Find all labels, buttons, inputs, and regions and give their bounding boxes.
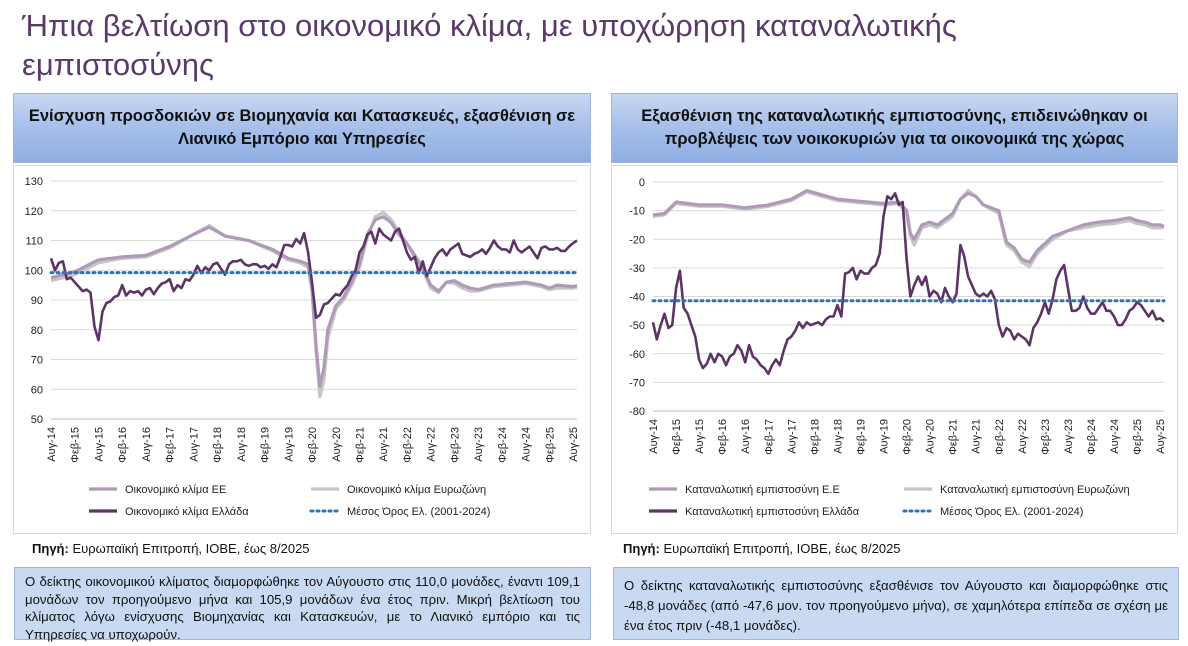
x-tick-label: Αυγ-17: [188, 427, 200, 462]
x-tick-label: Αυγ-18: [236, 427, 248, 462]
y-tick-label: 100: [25, 265, 43, 277]
consumer-confidence-chart-box: -80 -70 -60 -50 -40 -30 -20 -10 0 Αυγ-14 Φεβ-15 Αυγ…: [611, 165, 1178, 534]
x-tick-label: Αυγ-18: [832, 419, 844, 454]
legend-label-avg: Μέσος Όρος Ελ. (2001-2024): [940, 506, 1083, 518]
x-tick-label: Αυγ-23: [473, 427, 485, 462]
x-tick-label: Φεβ-16: [117, 427, 129, 463]
page-title: Ήπια βελτίωση στο οικονομικό κλίμα, με υ…: [22, 8, 957, 82]
x-tick-label: Φεβ-24: [1086, 419, 1098, 455]
right-source: Πηγή: Ευρωπαϊκή Επιτροπή, ΙΟΒΕ, έως 8/20…: [623, 541, 901, 556]
right-source-text: Ευρωπαϊκή Επιτροπή, ΙΟΒΕ, έως 8/2025: [659, 541, 901, 556]
y-tick-label: -40: [629, 292, 645, 304]
y-tick-label: 90: [31, 295, 43, 307]
y-tick-label: -50: [629, 320, 645, 332]
series-line-gr: [651, 192, 1165, 376]
x-tick-label: Φεβ-23: [449, 427, 461, 463]
left-note: Ο δείκτης οικονομικού κλίματος διαμορφώθ…: [14, 567, 591, 642]
x-tick-label: Φεβ-20: [902, 419, 914, 455]
left-source-text: Ευρωπαϊκή Επιτροπή, ΙΟΒΕ, έως 8/2025: [68, 541, 310, 556]
x-tick-label: Αυγ-15: [93, 427, 105, 462]
x-tick-label: Φεβ-23: [1040, 419, 1052, 455]
x-tick-label: Φεβ-20: [307, 427, 319, 463]
y-tick-label: -30: [629, 263, 645, 275]
economic-climate-chart: 50 60 70 80 90 100 110 120 130 Αυγ-14 Φεβ-15 Αυγ-15…: [25, 176, 580, 518]
x-tick-label: Αυγ-22: [1017, 419, 1029, 454]
x-tick-label: Φεβ-25: [1132, 419, 1144, 455]
y-tick-label: 130: [25, 176, 43, 188]
y-tick-label: 70: [31, 355, 43, 367]
left-source: Πηγή: Ευρωπαϊκή Επιτροπή, ΙΟΒΕ, έως 8/20…: [32, 541, 310, 556]
y-tick-label: 110: [25, 236, 43, 248]
x-tick-label: Αυγ-21: [378, 427, 390, 462]
legend-label-gr: Καταναλωτική εμπιστοσύνη Ελλάδα: [685, 506, 860, 518]
series-line-gr: [49, 227, 578, 342]
x-tick-label: Αυγ-21: [971, 419, 983, 454]
x-tick-label: Αυγ-16: [141, 427, 153, 462]
x-tick-label: Φεβ-21: [354, 427, 366, 463]
legend-label-ez: Καταναλωτική εμπιστοσύνη Ευρωζώνη: [940, 484, 1130, 496]
x-tick-label: Φεβ-17: [165, 427, 177, 463]
x-tick-label: Αυγ-19: [879, 419, 891, 454]
right-source-label: Πηγή:: [623, 541, 660, 556]
x-tick-label: Αυγ-20: [331, 427, 343, 462]
y-tick-label: 80: [31, 325, 43, 337]
legend-label-avg: Μέσος Όρος Ελ. (2001-2024): [347, 506, 490, 518]
y-tick-label: -60: [629, 349, 645, 361]
x-tick-label: Φεβ-22: [994, 419, 1006, 455]
consumer-confidence-panel: Εξασθένιση της καταναλωτικής εμπιστοσύνη…: [611, 93, 1178, 534]
x-tick-label: Φεβ-17: [763, 419, 775, 455]
x-tick-label: Αυγ-22: [426, 427, 438, 462]
legend-label-gr: Οικονομικό κλίμα Ελλάδα: [125, 506, 249, 518]
x-tick-label: Αυγ-17: [786, 419, 798, 454]
x-tick-label: Αυγ-14: [648, 419, 660, 454]
x-tick-label: Φεβ-24: [497, 427, 509, 463]
left-panel-header: Ενίσχυση προσδοκιών σε Βιομηχανία και Κα…: [13, 93, 591, 163]
series-line-eu: [50, 215, 578, 388]
x-tick-label: Αυγ-24: [1109, 419, 1121, 454]
economic-climate-chart-box: 50 60 70 80 90 100 110 120 130 Αυγ-14 Φεβ-15 Αυγ-15…: [13, 165, 591, 534]
x-tick-label: Φεβ-21: [948, 419, 960, 455]
economic-climate-panel: Ενίσχυση προσδοκιών σε Βιομηχανία και Κα…: [13, 93, 591, 534]
left-source-label: Πηγή:: [32, 541, 69, 556]
legend-label-ez: Οικονομικό κλίμα Ευρωζώνη: [347, 484, 486, 496]
consumer-confidence-chart: -80 -70 -60 -50 -40 -30 -20 -10 0 Αυγ-14 Φεβ-15 Αυγ…: [629, 177, 1167, 518]
y-tick-label: -10: [629, 206, 645, 218]
x-tick-label: Αυγ-14: [46, 427, 58, 462]
y-tick-label: -80: [629, 406, 645, 418]
x-tick-label: Φεβ-18: [212, 427, 224, 463]
y-tick-label: -70: [629, 377, 645, 389]
right-note: Ο δείκτης καταναλωτικής εμπιστοσύνης εξα…: [613, 567, 1179, 640]
x-tick-label: Αυγ-25: [568, 427, 580, 462]
x-tick-label: Φεβ-15: [70, 427, 82, 463]
x-tick-label: Αυγ-24: [521, 427, 533, 462]
y-tick-label: -20: [629, 234, 645, 246]
x-tick-label: Αυγ-19: [283, 427, 295, 462]
x-tick-label: Αυγ-20: [925, 419, 937, 454]
x-tick-label: Αυγ-25: [1155, 419, 1167, 454]
legend-label-eu: Καταναλωτική εμπιστοσύνη Ε.Ε: [685, 484, 840, 496]
x-tick-label: Φεβ-22: [402, 427, 414, 463]
x-tick-label: Αυγ-16: [740, 419, 752, 454]
x-tick-label: Φεβ-16: [717, 419, 729, 455]
y-tick-label: 0: [639, 177, 645, 189]
x-tick-label: Φεβ-18: [809, 419, 821, 455]
x-tick-label: Φεβ-15: [671, 419, 683, 455]
y-tick-label: 120: [25, 206, 43, 218]
legend-label-eu: Οικονομικό κλίμα ΕΕ: [125, 484, 226, 496]
y-tick-label: 60: [31, 384, 43, 396]
x-tick-label: Αυγ-15: [694, 419, 706, 454]
x-tick-label: Αυγ-23: [1063, 419, 1075, 454]
right-panel-header: Εξασθένιση της καταναλωτικής εμπιστοσύνη…: [611, 93, 1178, 163]
y-tick-label: 50: [31, 414, 43, 426]
x-tick-label: Φεβ-19: [260, 427, 272, 463]
x-tick-label: Φεβ-19: [855, 419, 867, 455]
series-line-eu: [652, 189, 1165, 264]
x-tick-label: Φεβ-25: [544, 427, 556, 463]
